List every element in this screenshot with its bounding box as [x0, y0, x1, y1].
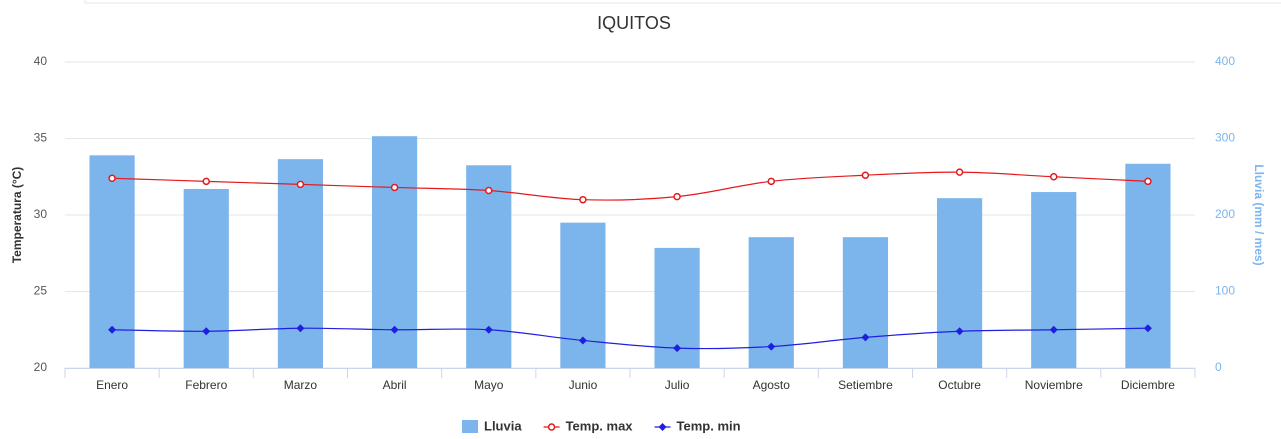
x-tick-label: Octubre [938, 378, 981, 392]
point [955, 327, 964, 336]
line [112, 171, 1148, 201]
chart-title: IQUITOS [597, 13, 671, 33]
x-tick-label: Diciembre [1121, 378, 1175, 392]
point [658, 423, 667, 431]
y2-tick-label: 0 [1215, 360, 1222, 374]
point [767, 342, 776, 351]
point [390, 183, 399, 192]
x-tick-label: Agosto [753, 378, 791, 392]
y2-tick-label: 200 [1215, 207, 1235, 221]
point [202, 327, 211, 336]
y-tick-label: 25 [34, 284, 48, 298]
point [296, 180, 305, 189]
legend-swatch [462, 420, 478, 433]
point [485, 186, 493, 195]
point [547, 423, 556, 431]
point [673, 192, 681, 201]
point [108, 325, 117, 334]
bar [89, 155, 135, 368]
x-tick-label: Enero [96, 378, 128, 392]
y2-tick-label: 100 [1215, 284, 1235, 298]
y-tick-label: 40 [34, 54, 48, 68]
x-tick-label: Mayo [474, 378, 504, 392]
line [112, 327, 1148, 350]
bar [277, 159, 324, 368]
y2-tick-label: 300 [1215, 131, 1235, 145]
legend-label: Temp. max [566, 418, 634, 433]
x-tick-label: Marzo [284, 378, 318, 392]
legend-label: Lluvia [484, 418, 522, 433]
legend-label: Temp. min [677, 418, 741, 433]
x-tick-label: Julio [665, 378, 690, 392]
bar [936, 198, 983, 368]
point [861, 171, 870, 179]
point [767, 177, 775, 186]
bar [842, 237, 889, 368]
x-tick-label: Setiembre [838, 378, 893, 392]
y-tick-label: 35 [34, 131, 48, 145]
point [108, 174, 116, 183]
point [296, 324, 305, 333]
x-tick-label: Junio [569, 378, 598, 392]
point [202, 177, 210, 186]
point [484, 325, 493, 334]
point [578, 336, 587, 345]
point [390, 325, 399, 334]
bar [183, 188, 229, 368]
point [955, 168, 964, 176]
point [1144, 177, 1152, 186]
x-tick-label: Febrero [185, 378, 227, 392]
point [673, 344, 682, 353]
point [579, 195, 587, 204]
point [1143, 324, 1152, 333]
bar [466, 165, 512, 368]
y2-axis-title: Lluvia (mm / mes) [1252, 164, 1266, 265]
y-tick-label: 20 [34, 360, 48, 374]
y2-tick-label: 400 [1215, 54, 1235, 68]
bar [1031, 192, 1077, 368]
y-axis-title: Temperatura (°C) [10, 167, 24, 264]
bar [560, 222, 606, 368]
bar [1125, 163, 1171, 368]
x-tick-label: Abril [383, 378, 407, 392]
y-tick-label: 30 [34, 207, 48, 221]
point [1050, 173, 1058, 181]
point [861, 333, 870, 342]
point [1049, 325, 1058, 334]
x-tick-label: Noviembre [1025, 378, 1083, 392]
